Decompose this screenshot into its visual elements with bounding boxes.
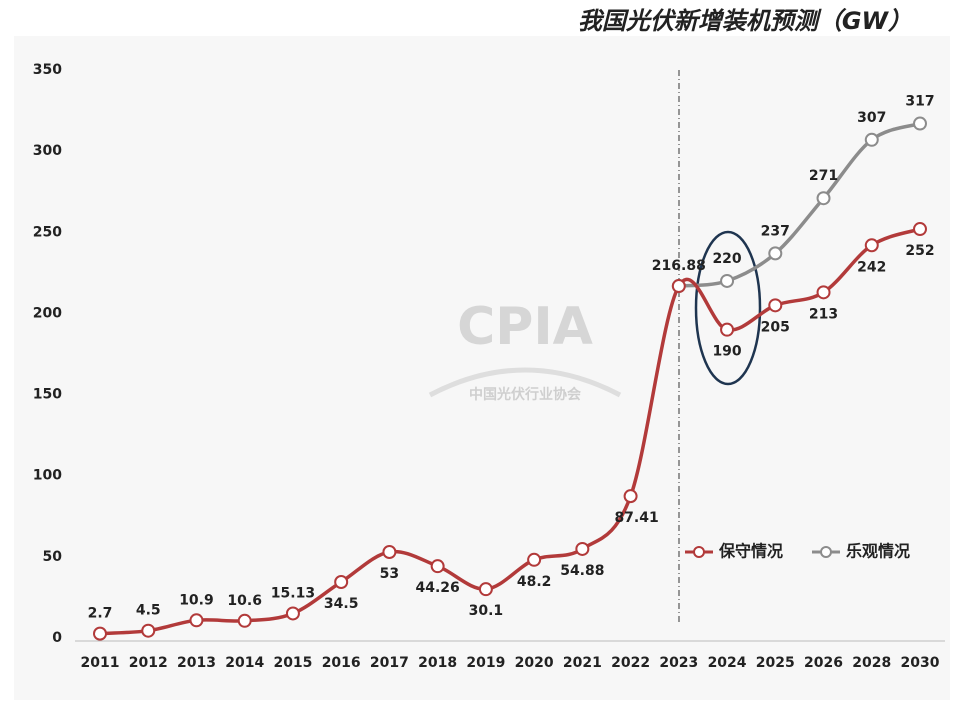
point xyxy=(189,613,204,628)
data-label: 317 xyxy=(905,94,934,110)
x-tick-label: 2015 xyxy=(273,655,312,671)
data-label: 220 xyxy=(712,251,741,267)
x-tick-label: 2021 xyxy=(563,655,602,671)
point xyxy=(720,322,735,337)
point xyxy=(478,582,493,597)
y-tick-label: 200 xyxy=(33,305,62,321)
data-label: 10.6 xyxy=(227,593,262,609)
point xyxy=(671,279,686,294)
point xyxy=(93,626,107,641)
data-label: 87.41 xyxy=(614,510,658,526)
point xyxy=(913,222,927,237)
point xyxy=(913,116,927,131)
data-label: 34.5 xyxy=(324,596,359,612)
point xyxy=(334,575,349,590)
data-label: 307 xyxy=(857,110,886,126)
point xyxy=(816,285,831,300)
y-tick-label: 350 xyxy=(33,62,62,78)
y-tick-label: 50 xyxy=(43,549,63,565)
data-label: 252 xyxy=(905,243,934,259)
x-tick-label: 2019 xyxy=(466,655,505,671)
y-tick-label: 150 xyxy=(33,387,62,403)
legend-marker xyxy=(820,546,832,558)
data-label: 53 xyxy=(380,566,399,582)
point xyxy=(768,246,783,261)
point xyxy=(141,623,156,638)
highlight-ellipse xyxy=(694,230,762,386)
data-label: 2.7 xyxy=(88,606,113,622)
x-tick-label: 2018 xyxy=(418,655,457,671)
point xyxy=(623,489,638,504)
chart-title: 我国光伏新增装机预测（GW） xyxy=(578,7,912,35)
data-label: 205 xyxy=(761,319,790,335)
legend-marker xyxy=(693,546,705,558)
data-label: 271 xyxy=(809,168,838,184)
point xyxy=(285,606,300,621)
data-label: 15.13 xyxy=(271,585,315,601)
data-label: 30.1 xyxy=(469,603,504,619)
y-tick-label: 100 xyxy=(33,468,62,484)
data-label: 54.88 xyxy=(560,563,604,579)
x-tick-label: 2016 xyxy=(322,655,361,671)
data-label: 216.88 xyxy=(652,258,706,274)
x-tick-label: 2024 xyxy=(708,655,747,671)
y-tick-label: 300 xyxy=(33,143,62,159)
x-tick-label: 2028 xyxy=(852,655,891,671)
point xyxy=(864,132,879,147)
data-label: 4.5 xyxy=(136,603,161,619)
x-tick-label: 2017 xyxy=(370,655,409,671)
x-tick-label: 2014 xyxy=(225,655,264,671)
y-tick-label: 250 xyxy=(33,224,62,240)
x-tick-label: 2011 xyxy=(81,655,120,671)
point xyxy=(720,273,735,288)
data-label: 10.9 xyxy=(179,592,214,608)
plot-panel xyxy=(14,36,950,700)
y-tick-label: 0 xyxy=(52,630,62,646)
point xyxy=(430,559,445,574)
data-label: 48.2 xyxy=(517,574,552,590)
x-tick-label: 2022 xyxy=(611,655,650,671)
x-tick-label: 2026 xyxy=(804,655,843,671)
watermark: CPIA xyxy=(457,297,593,357)
x-tick-label: 2025 xyxy=(756,655,795,671)
data-label: 242 xyxy=(857,259,886,275)
point xyxy=(768,298,783,313)
watermark-arc xyxy=(428,367,622,398)
x-tick-label: 2023 xyxy=(659,655,698,671)
legend-label: 乐观情况 xyxy=(846,542,910,561)
legend-label: 保守情况 xyxy=(718,542,783,561)
data-label: 44.26 xyxy=(415,580,459,596)
data-label: 237 xyxy=(761,223,790,239)
point xyxy=(816,191,831,206)
point xyxy=(864,238,879,253)
x-tick-label: 2020 xyxy=(515,655,554,671)
point xyxy=(575,541,590,556)
x-tick-label: 2030 xyxy=(901,655,940,671)
data-label: 213 xyxy=(809,306,838,322)
point xyxy=(382,544,397,559)
point xyxy=(237,613,252,628)
data-label: 190 xyxy=(712,344,741,360)
point xyxy=(527,552,542,567)
watermark-subtitle: 中国光伏行业协会 xyxy=(469,386,582,403)
x-tick-label: 2012 xyxy=(129,655,168,671)
x-tick-label: 2013 xyxy=(177,655,216,671)
